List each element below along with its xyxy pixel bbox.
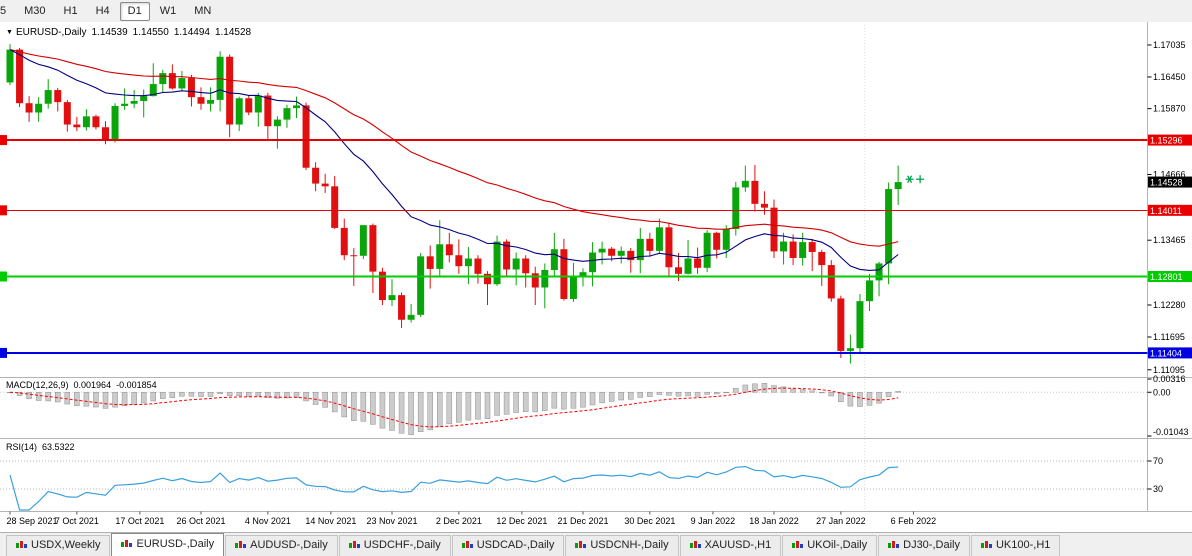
timeframe-button-mn[interactable]: MN <box>194 4 212 17</box>
chart-icon <box>575 541 587 548</box>
tab-label: DJ30-,Daily <box>903 539 960 551</box>
svg-text:26 Oct 2021: 26 Oct 2021 <box>176 516 225 526</box>
chart-icon <box>980 541 992 548</box>
timeframe-button-h1[interactable]: H1 <box>63 4 78 17</box>
macd-signal-value: -0.001854 <box>116 380 157 390</box>
symbol-dropdown-icon[interactable]: ▼ <box>6 29 13 36</box>
tab-label: EURUSD-,Daily <box>136 538 215 550</box>
svg-text:9 Jan 2022: 9 Jan 2022 <box>691 516 736 526</box>
chart-tab-ukoil-daily[interactable]: UKOil-,Daily <box>782 535 878 556</box>
chart-tab-audusd-daily[interactable]: AUDUSD-,Daily <box>225 535 338 556</box>
timeframe-button-w1[interactable]: W1 <box>159 4 177 17</box>
timeframe-button-m30[interactable]: M30 <box>24 4 46 17</box>
svg-text:17 Oct 2021: 17 Oct 2021 <box>115 516 164 526</box>
svg-text:1.14666: 1.14666 <box>1153 170 1186 180</box>
candles-layer <box>6 44 902 364</box>
svg-text:1.17035: 1.17035 <box>1153 40 1186 50</box>
time-axis[interactable] <box>9 511 914 515</box>
svg-text:1.12801: 1.12801 <box>1150 272 1183 282</box>
svg-text:1.11404: 1.11404 <box>1150 348 1182 358</box>
svg-text:21 Dec 2021: 21 Dec 2021 <box>557 516 608 526</box>
chart-tab-xauusd-h1[interactable]: XAUUSD-,H1 <box>679 535 782 556</box>
chart-tab-usdcnh-daily[interactable]: USDCNH-,Daily <box>565 535 679 556</box>
svg-text:1.11095: 1.11095 <box>1153 365 1185 375</box>
rsi-indicator-label: RSI(14) 63.5322 <box>6 442 80 452</box>
tab-label: USDX,Weekly <box>31 539 101 551</box>
svg-text:30 Dec 2021: 30 Dec 2021 <box>624 516 675 526</box>
rsi-value: 63.5322 <box>42 442 75 452</box>
svg-text:1.12280: 1.12280 <box>1153 300 1186 310</box>
chart-symbol: EURUSD-,Daily <box>15 27 87 38</box>
bar-high: 1.14550 <box>132 27 169 38</box>
svg-text:0.00316: 0.00316 <box>1153 374 1186 384</box>
svg-text:2 Dec 2021: 2 Dec 2021 <box>436 516 482 526</box>
svg-text:0.00: 0.00 <box>1153 387 1171 397</box>
macd-name: MACD(12,26,9) <box>6 380 69 390</box>
chart-tab-dj30-daily[interactable]: DJ30-,Daily <box>878 535 970 556</box>
svg-text:1.14011: 1.14011 <box>1150 206 1182 216</box>
svg-text:28 Sep 2021: 28 Sep 2021 <box>6 516 57 526</box>
svg-text:27 Jan 2022: 27 Jan 2022 <box>816 516 866 526</box>
timeframe-button-d1[interactable]: D1 <box>119 1 150 21</box>
chart-icon <box>16 541 27 548</box>
tab-label: USDCHF-,Daily <box>363 539 441 551</box>
chart-icon <box>121 540 133 547</box>
chart-tab-usdchf-daily[interactable]: USDCHF-,Daily <box>338 535 451 556</box>
svg-text:4 Nov 2021: 4 Nov 2021 <box>245 516 291 526</box>
chart-canvas[interactable]: 1.17035 1.16450 1.15870 1.14666 1.13465 1.122… <box>0 22 1192 532</box>
bar-open: 1.14539 <box>91 27 128 38</box>
timeframe-toolbar: 5 M30 H1 H4 D1 W1 MN <box>0 0 1192 23</box>
svg-text:-0.01043: -0.01043 <box>1153 427 1189 437</box>
chart-icon <box>792 541 804 548</box>
chart-tabs-bar: USDX,Weekly EURUSD-,Daily AUDUSD-,Daily USD… <box>0 532 1192 556</box>
svg-text:14 Nov 2021: 14 Nov 2021 <box>305 516 356 526</box>
svg-text:1.16450: 1.16450 <box>1153 72 1186 82</box>
hline-left-notch <box>0 347 7 358</box>
svg-text:1.11695: 1.11695 <box>1153 332 1185 342</box>
macd-main-value: 0.001964 <box>73 380 112 390</box>
chart-header: ▼ EURUSD-,Daily 1.14539 1.14550 1.14494 1.145… <box>6 27 256 38</box>
chart-icon <box>689 541 701 548</box>
tab-label: UK100-,H1 <box>995 539 1051 551</box>
svg-text:1.13465: 1.13465 <box>1153 235 1186 245</box>
chart-icon <box>348 541 360 548</box>
hline-left-notch <box>0 205 7 216</box>
svg-text:12 Dec 2021: 12 Dec 2021 <box>496 516 547 526</box>
svg-text:18 Jan 2022: 18 Jan 2022 <box>749 516 799 526</box>
svg-text:1.14528: 1.14528 <box>1150 178 1183 188</box>
svg-text:23 Nov 2021: 23 Nov 2021 <box>366 516 417 526</box>
tab-label: USDCNH-,Daily <box>590 539 669 551</box>
chart-tab-usdcad-daily[interactable]: USDCAD-,Daily <box>451 535 565 556</box>
hline-left-notch <box>0 271 7 282</box>
hline-left-notch <box>0 135 7 146</box>
chart-tab-uk100-h1[interactable]: UK100-,H1 <box>970 535 1061 556</box>
svg-text:70: 70 <box>1153 456 1163 466</box>
tab-label: XAUUSD-,H1 <box>704 539 772 551</box>
tab-label: USDCAD-,Daily <box>476 539 555 551</box>
tab-label: UKOil-,Daily <box>807 539 868 551</box>
bar-close: 1.14528 <box>214 27 252 38</box>
macd-histogram <box>7 382 901 435</box>
svg-text:1.15296: 1.15296 <box>1150 136 1183 146</box>
macd-indicator-label: MACD(12,26,9) 0.001964 -0.001854 <box>6 380 162 390</box>
svg-text:6 Feb 2022: 6 Feb 2022 <box>891 516 937 526</box>
chart-icon <box>888 541 900 548</box>
tab-label: AUDUSD-,Daily <box>250 539 328 551</box>
svg-text:30: 30 <box>1153 484 1163 494</box>
chart-tab-usdx-weekly[interactable]: USDX,Weekly <box>6 535 111 556</box>
price-axis[interactable] <box>1147 44 1192 371</box>
rsi-name: RSI(14) <box>6 442 38 452</box>
chart-icon <box>461 541 473 548</box>
bar-low: 1.14494 <box>173 27 210 38</box>
chart-tab-eurusd-daily[interactable]: EURUSD-,Daily <box>111 533 225 556</box>
svg-text:7 Oct 2021: 7 Oct 2021 <box>55 516 99 526</box>
svg-text:1.15870: 1.15870 <box>1153 104 1186 114</box>
timeframe-button-h4[interactable]: H4 <box>95 4 110 17</box>
chart-icon <box>235 541 247 548</box>
timeframe-button-5[interactable]: 5 <box>0 4 7 17</box>
